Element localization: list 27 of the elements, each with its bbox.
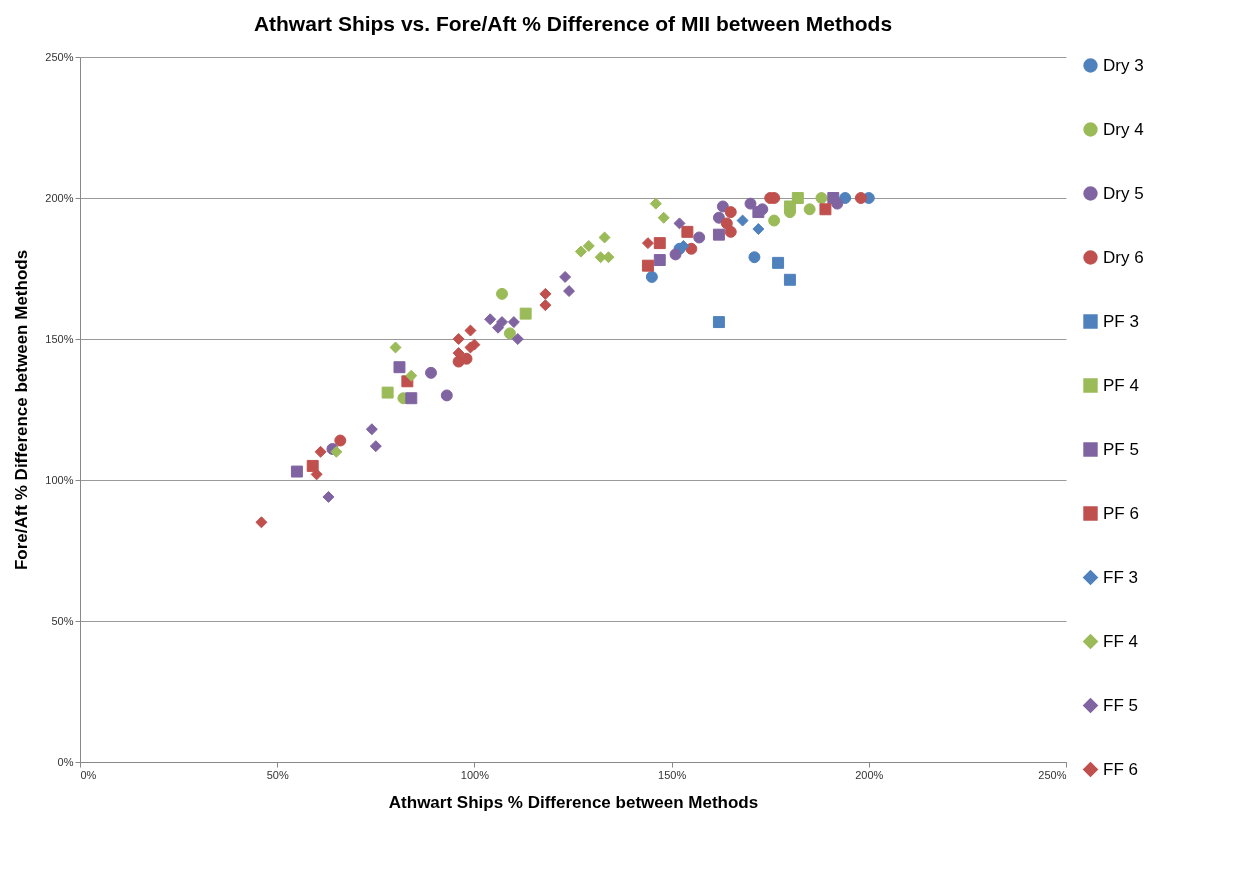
y-tick-label: 250%: [45, 50, 74, 63]
x-tick-label: 200%: [855, 768, 884, 781]
y-tick-label: 100%: [45, 473, 74, 486]
x-axis-title: Athwart Ships % Difference between Methods: [388, 792, 759, 812]
legend-label: FF 4: [1103, 631, 1138, 651]
x-tick-label: 0%: [80, 768, 97, 781]
legend-label: Dry 4: [1103, 119, 1144, 139]
legend-label: FF 5: [1103, 695, 1138, 715]
legend-label: PF 5: [1103, 439, 1139, 459]
legend-label: Dry 3: [1103, 55, 1144, 75]
y-tick-label: 0%: [57, 755, 74, 768]
y-tick-label: 50%: [51, 614, 74, 627]
legend-label: PF 3: [1103, 311, 1139, 331]
legend-label: FF 3: [1103, 567, 1138, 587]
y-tick-label: 150%: [45, 332, 74, 345]
x-tick-label: 100%: [460, 768, 490, 781]
x-tick-label: 250%: [1038, 768, 1067, 781]
y-tick-label: 200%: [45, 191, 74, 204]
chart-title: Athwart Ships vs. Fore/Aft % Difference of MII between Methods: [253, 12, 893, 35]
y-axis-title: Fore/Aft % Difference between Methods: [12, 249, 32, 571]
x-tick-label: 150%: [658, 768, 687, 781]
legend-label: PF 6: [1103, 503, 1139, 523]
x-tick-label: 50%: [266, 768, 289, 781]
legend-label: Dry 6: [1103, 247, 1144, 267]
legend-label: FF 6: [1103, 759, 1138, 779]
legend-label: PF 4: [1103, 375, 1139, 395]
legend-label: Dry 5: [1103, 183, 1144, 203]
